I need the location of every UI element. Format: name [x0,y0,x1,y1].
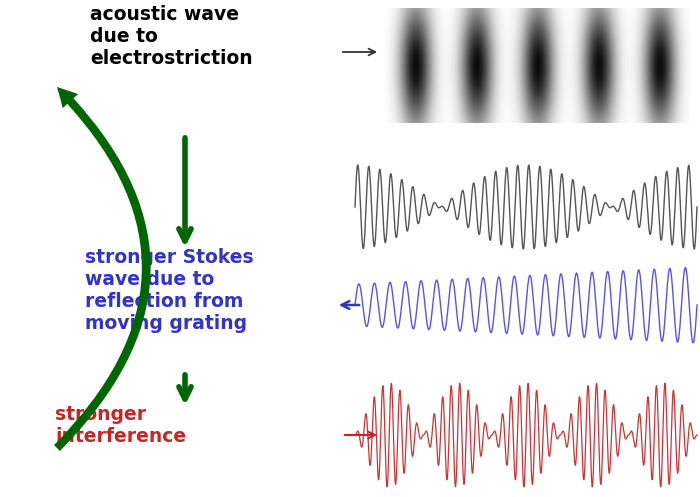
FancyArrowPatch shape [54,87,150,451]
Text: stronger Stokes
wave due to
reflection from
moving grating: stronger Stokes wave due to reflection f… [85,248,253,333]
Text: stronger
interference: stronger interference [55,405,186,446]
Text: acoustic wave
due to
electrostriction: acoustic wave due to electrostriction [90,5,253,68]
